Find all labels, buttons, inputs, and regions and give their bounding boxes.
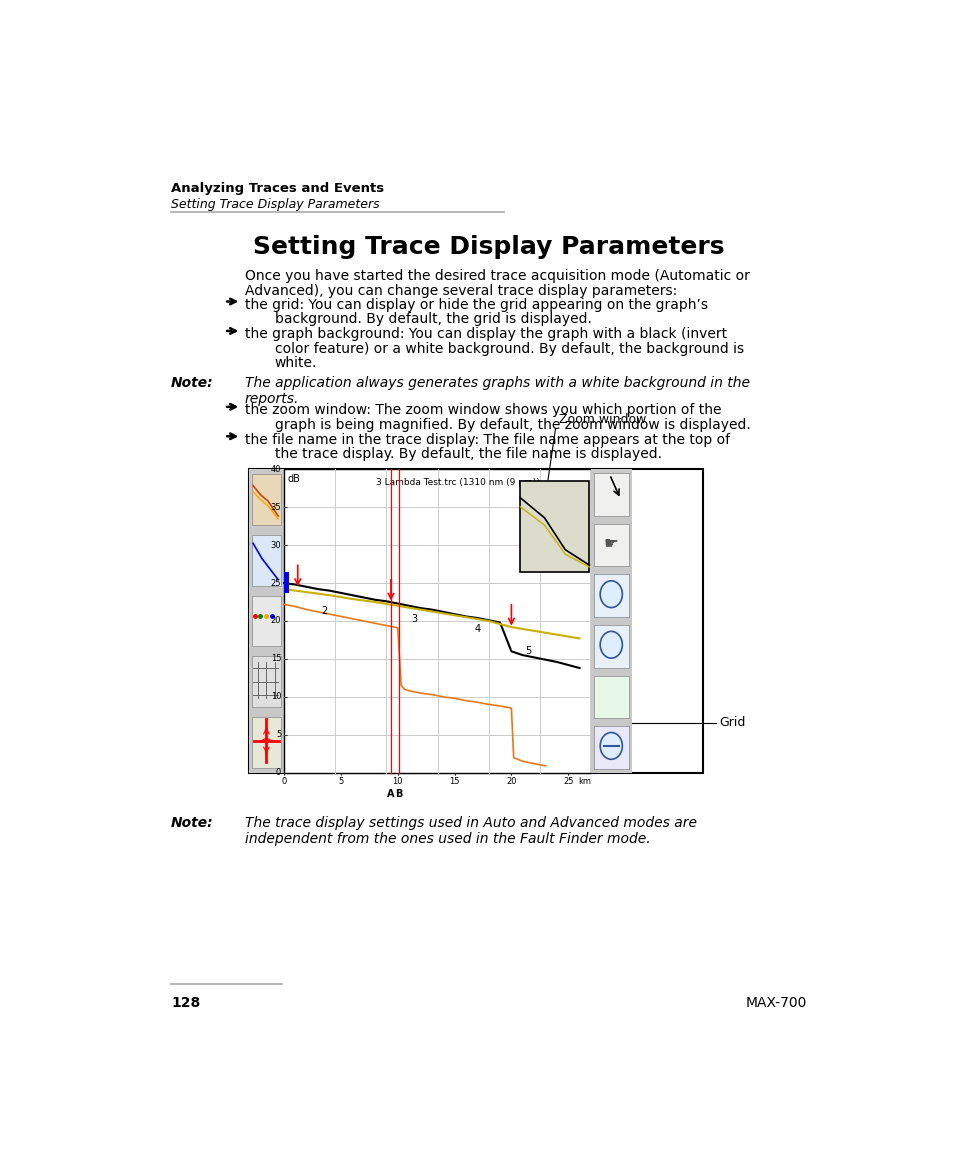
Text: Advanced), you can change several trace display parameters:: Advanced), you can change several trace … — [245, 284, 677, 298]
Bar — [594, 625, 628, 668]
Circle shape — [599, 632, 621, 658]
Bar — [594, 575, 628, 617]
Bar — [252, 656, 281, 707]
Text: 35: 35 — [271, 503, 281, 512]
Circle shape — [599, 732, 621, 759]
Text: 20: 20 — [506, 778, 517, 786]
Bar — [284, 469, 590, 773]
Bar — [590, 469, 631, 773]
Text: 128: 128 — [171, 996, 200, 1009]
Text: the trace display. By default, the file name is displayed.: the trace display. By default, the file … — [274, 447, 660, 461]
Text: the zoom window: The zoom window shows you which portion of the: the zoom window: The zoom window shows y… — [245, 403, 720, 417]
Text: dB: dB — [287, 474, 299, 483]
Bar — [252, 596, 281, 647]
Bar — [249, 469, 702, 773]
Text: The application always generates graphs with a white background in the
reports.: The application always generates graphs … — [245, 376, 749, 406]
Text: 25: 25 — [271, 578, 281, 588]
Text: Note:: Note: — [171, 816, 213, 830]
Bar — [594, 727, 628, 768]
Circle shape — [599, 581, 621, 607]
Text: Grid: Grid — [719, 716, 745, 729]
Text: A: A — [387, 789, 395, 799]
Bar — [249, 469, 284, 773]
Text: Setting Trace Display Parameters: Setting Trace Display Parameters — [171, 198, 379, 211]
Text: the file name in the trace display: The file name appears at the top of: the file name in the trace display: The … — [245, 432, 729, 446]
Text: 0: 0 — [281, 778, 287, 786]
Text: Analyzing Traces and Events: Analyzing Traces and Events — [171, 182, 384, 195]
Text: 10: 10 — [392, 778, 402, 786]
Text: 40: 40 — [271, 465, 281, 474]
Text: 15: 15 — [449, 778, 459, 786]
Text: 5: 5 — [338, 778, 343, 786]
Bar — [252, 717, 281, 768]
Text: 5: 5 — [525, 647, 531, 656]
Text: Setting Trace Display Parameters: Setting Trace Display Parameters — [253, 235, 724, 260]
Text: 3 Lambda Test.trc (1310 nm (9 μm)): 3 Lambda Test.trc (1310 nm (9 μm)) — [375, 479, 539, 487]
Text: Note:: Note: — [171, 376, 213, 389]
Text: 15: 15 — [271, 655, 281, 663]
Text: B: B — [395, 789, 402, 799]
Bar — [519, 481, 589, 573]
Bar — [284, 571, 289, 593]
Bar — [252, 534, 281, 585]
Text: The trace display settings used in Auto and Advanced modes are
independent from : The trace display settings used in Auto … — [245, 816, 697, 846]
Text: background. By default, the grid is displayed.: background. By default, the grid is disp… — [274, 312, 591, 326]
Text: 4: 4 — [474, 624, 480, 634]
Text: 2: 2 — [320, 606, 327, 617]
Text: 10: 10 — [271, 692, 281, 701]
Bar — [594, 524, 628, 567]
Text: Zoom window: Zoom window — [558, 414, 646, 427]
Text: graph is being magnified. By default, the zoom window is displayed.: graph is being magnified. By default, th… — [274, 417, 749, 431]
Text: the grid: You can display or hide the grid appearing on the graph’s: the grid: You can display or hide the gr… — [245, 298, 707, 312]
Bar — [252, 474, 281, 525]
Bar — [594, 473, 628, 516]
Text: MAX-700: MAX-700 — [744, 996, 806, 1009]
Text: ☛: ☛ — [603, 534, 618, 553]
Text: km: km — [578, 778, 591, 786]
Text: Once you have started the desired trace acquisition mode (Automatic or: Once you have started the desired trace … — [245, 269, 749, 283]
Text: 5: 5 — [275, 730, 281, 739]
Text: 30: 30 — [271, 540, 281, 549]
Text: 20: 20 — [271, 617, 281, 626]
Text: 25: 25 — [562, 778, 573, 786]
Text: white.: white. — [274, 356, 316, 370]
Text: 0: 0 — [275, 768, 281, 778]
Bar — [594, 676, 628, 719]
Text: the graph background: You can display the graph with a black (invert: the graph background: You can display th… — [245, 327, 726, 342]
Text: 3: 3 — [412, 614, 417, 625]
Text: color feature) or a white background. By default, the background is: color feature) or a white background. By… — [274, 342, 742, 356]
